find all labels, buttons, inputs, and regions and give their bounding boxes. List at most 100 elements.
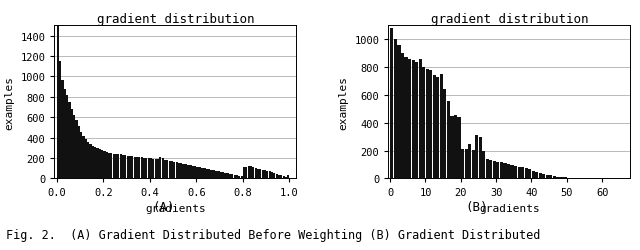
Bar: [257, 169, 259, 179]
Bar: [68, 102, 70, 179]
Y-axis label: examples: examples: [339, 76, 349, 130]
Bar: [525, 169, 528, 179]
Bar: [433, 76, 436, 179]
Bar: [175, 162, 178, 179]
Bar: [161, 158, 164, 179]
Bar: [222, 173, 224, 179]
Bar: [248, 166, 250, 179]
Bar: [415, 62, 418, 179]
Bar: [168, 161, 171, 179]
Bar: [61, 81, 63, 179]
Bar: [507, 164, 510, 179]
Bar: [124, 156, 127, 179]
Bar: [120, 155, 122, 179]
Bar: [229, 174, 231, 179]
Bar: [578, 178, 580, 179]
Bar: [80, 132, 82, 179]
Bar: [131, 156, 133, 179]
Bar: [252, 168, 255, 179]
Bar: [134, 157, 136, 179]
Bar: [574, 178, 577, 179]
Title: gradient distribution: gradient distribution: [97, 13, 254, 26]
Bar: [511, 165, 513, 179]
Bar: [218, 172, 220, 179]
Bar: [535, 172, 538, 179]
Bar: [97, 149, 99, 179]
Text: Fig. 2.  (A) Gradient Distributed Before Weighting (B) Gradient Distributed: Fig. 2. (A) Gradient Distributed Before …: [6, 228, 541, 241]
Bar: [106, 152, 108, 179]
Bar: [164, 160, 166, 179]
Bar: [490, 160, 492, 179]
Bar: [204, 168, 205, 179]
Bar: [108, 153, 110, 179]
Bar: [479, 137, 482, 179]
Bar: [243, 167, 245, 179]
Text: (B): (B): [465, 200, 488, 213]
Bar: [159, 157, 161, 179]
Bar: [154, 159, 157, 179]
Bar: [504, 164, 506, 179]
Bar: [73, 116, 76, 179]
Bar: [192, 166, 194, 179]
Text: (A): (A): [152, 200, 175, 213]
Bar: [287, 176, 289, 179]
Bar: [454, 116, 457, 179]
Bar: [152, 159, 154, 179]
Bar: [419, 60, 422, 179]
Bar: [84, 140, 87, 179]
Bar: [90, 144, 92, 179]
Bar: [408, 60, 411, 179]
Bar: [493, 162, 496, 179]
X-axis label: gradients: gradients: [145, 203, 206, 213]
Bar: [57, 26, 59, 179]
Bar: [475, 136, 478, 179]
Bar: [532, 171, 535, 179]
Bar: [138, 158, 140, 179]
Bar: [171, 162, 173, 179]
Bar: [394, 40, 397, 179]
Bar: [514, 166, 517, 179]
Bar: [215, 171, 217, 179]
Bar: [567, 178, 570, 179]
Bar: [145, 158, 147, 179]
Bar: [269, 172, 271, 179]
Bar: [468, 144, 471, 179]
Bar: [429, 70, 433, 179]
Y-axis label: examples: examples: [5, 76, 15, 130]
Bar: [194, 166, 196, 179]
Bar: [113, 154, 115, 179]
Bar: [241, 176, 243, 179]
Bar: [422, 68, 425, 179]
Bar: [117, 154, 120, 179]
Bar: [500, 163, 503, 179]
Bar: [150, 158, 152, 179]
Bar: [280, 176, 282, 179]
Bar: [180, 164, 182, 179]
Bar: [282, 177, 285, 179]
Bar: [542, 174, 545, 179]
Bar: [546, 175, 549, 179]
Bar: [87, 142, 89, 179]
Bar: [148, 158, 150, 179]
Bar: [262, 170, 264, 179]
Bar: [264, 170, 266, 179]
Bar: [482, 151, 485, 179]
Bar: [276, 174, 278, 179]
Bar: [187, 165, 189, 179]
Bar: [497, 162, 499, 179]
Bar: [101, 151, 103, 179]
Bar: [127, 156, 129, 179]
Bar: [212, 170, 215, 179]
Bar: [426, 69, 429, 179]
Bar: [76, 121, 77, 179]
Bar: [173, 162, 175, 179]
Bar: [397, 46, 401, 179]
Bar: [129, 156, 131, 179]
Bar: [255, 168, 257, 179]
Bar: [556, 177, 559, 179]
Bar: [451, 116, 454, 179]
Bar: [521, 168, 524, 179]
Bar: [143, 158, 145, 179]
Title: gradient distribution: gradient distribution: [431, 13, 588, 26]
Bar: [201, 168, 204, 179]
